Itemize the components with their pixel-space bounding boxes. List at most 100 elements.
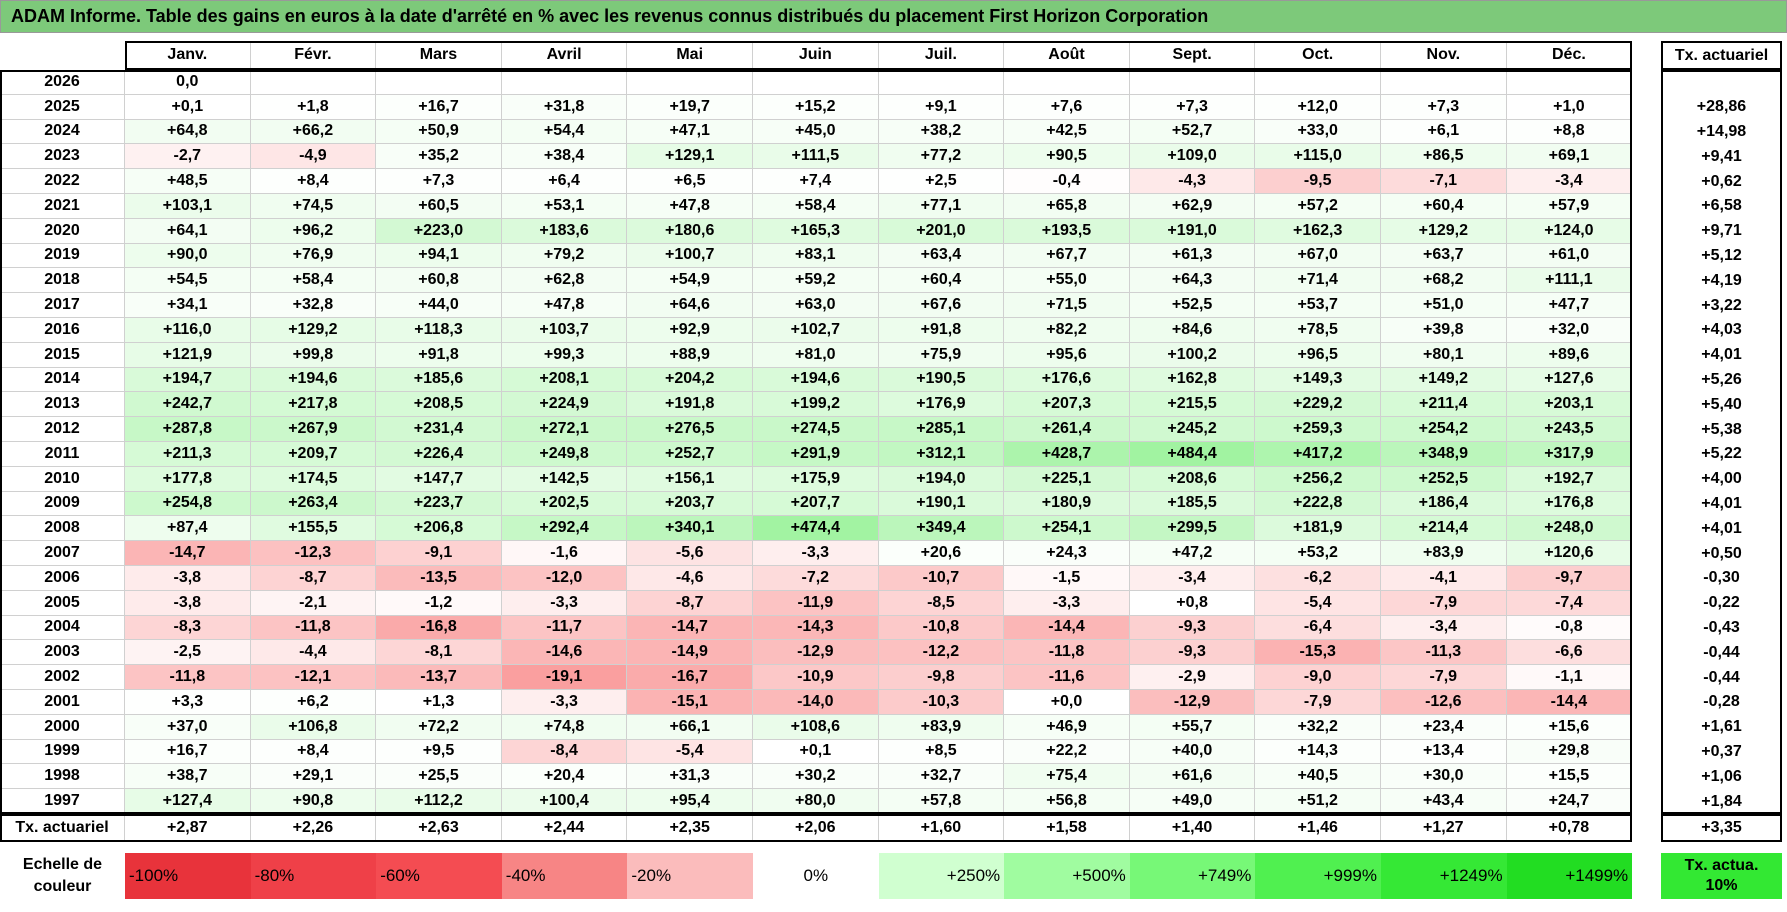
gain-cell: +40,5 (1255, 764, 1381, 790)
gain-cell: +60,4 (878, 268, 1005, 294)
gain-cell: +91,8 (376, 342, 502, 368)
gain-cell: -10,9 (753, 665, 879, 690)
gain-cell: +80,0 (753, 789, 879, 814)
gain-cell: +147,7 (376, 466, 502, 492)
gain-cell: +203,1 (1506, 392, 1633, 418)
total-cell: +4,00 (1701, 470, 1742, 488)
gain-cell: +317,9 (1506, 442, 1633, 467)
gain-cell: +194,6 (753, 367, 879, 393)
gain-cell: -11,8 (250, 615, 377, 641)
gain-cell: +112,2 (376, 789, 502, 814)
gain-cell: +484,4 (1129, 442, 1256, 467)
gain-cell: -9,8 (878, 665, 1005, 690)
gain-cell: +52,7 (1129, 119, 1256, 145)
gain-cell: +299,5 (1129, 516, 1256, 542)
gain-cell: +81,0 (753, 342, 879, 368)
legend-swatch: +1249% (1381, 853, 1507, 899)
empty-cell (1255, 70, 1381, 95)
gain-cell: +60,4 (1381, 194, 1507, 219)
year-label: 2016 (0, 318, 125, 343)
gain-cell: +267,9 (250, 417, 377, 442)
footer-cell: +1,46 (1255, 814, 1381, 842)
total-cell: +1,06 (1701, 767, 1742, 785)
gain-cell: -8,7 (250, 566, 377, 591)
gain-cell: +58,4 (753, 194, 879, 219)
gain-cell: +87,4 (125, 516, 251, 542)
gain-cell: +183,6 (501, 218, 628, 244)
gain-cell: -11,7 (501, 615, 628, 641)
gain-cell: +83,9 (1381, 541, 1507, 566)
gain-cell: +89,6 (1506, 342, 1633, 368)
gain-cell: +58,4 (250, 268, 377, 294)
gain-cell: -4,9 (250, 144, 377, 170)
footer-label: Tx. actuariel (0, 814, 125, 842)
gain-cell: +165,3 (753, 218, 879, 244)
gain-cell: +53,7 (1255, 293, 1381, 318)
gain-cell: +35,2 (376, 144, 502, 170)
gain-cell: +9,5 (376, 739, 502, 765)
gain-cell: +15,6 (1506, 714, 1633, 740)
footer-cell: +2,87 (125, 814, 251, 842)
gain-cell: +72,2 (376, 714, 502, 740)
gain-cell: -6,4 (1255, 615, 1381, 641)
gain-cell: +1,3 (376, 690, 502, 715)
gain-cell: +9,1 (878, 94, 1005, 120)
gain-cell: +180,6 (627, 218, 753, 244)
gain-cell: -8,4 (501, 739, 628, 765)
year-label: 2006 (0, 566, 125, 591)
title-bar: ADAM Informe. Table des gains en euros à… (0, 0, 1787, 33)
gain-cell: +74,8 (501, 714, 628, 740)
legend-swatch: +999% (1255, 853, 1381, 899)
gain-cell: +211,3 (125, 442, 251, 467)
gain-cell: +109,0 (1129, 144, 1256, 170)
gain-cell: -7,9 (1381, 665, 1507, 690)
gain-cell: +42,5 (1004, 119, 1130, 145)
legend-swatch: 0% (753, 853, 879, 899)
gain-cell: -5,6 (627, 541, 753, 566)
empty-cell (250, 70, 377, 95)
legend-swatch: -60% (376, 853, 502, 899)
gain-cell: +175,9 (753, 466, 879, 492)
gain-cell: -15,1 (627, 690, 753, 715)
gain-cell: -14,4 (1004, 615, 1130, 641)
total-cell: +1,84 (1701, 792, 1742, 810)
gain-cell: -11,8 (1004, 640, 1130, 666)
gain-cell: +24,7 (1506, 789, 1633, 814)
total-cell: +4,03 (1701, 321, 1742, 339)
footer-cell: +1,60 (878, 814, 1005, 842)
gain-cell: +20,4 (501, 764, 628, 790)
gain-cell: +348,9 (1381, 442, 1507, 467)
gain-cell: -4,3 (1129, 169, 1256, 194)
gain-cell: +186,4 (1381, 491, 1507, 517)
gain-cell: +224,9 (501, 392, 628, 418)
gain-cell: +6,4 (501, 169, 628, 194)
legend-swatch: -100% (125, 853, 251, 899)
gain-cell: +30,2 (753, 764, 879, 790)
gain-cell: -13,5 (376, 566, 502, 591)
gain-cell: +95,4 (627, 789, 753, 814)
total-cell: +6,58 (1701, 197, 1742, 215)
month-header: Sept. (1129, 41, 1256, 70)
gain-cell: -7,1 (1381, 169, 1507, 194)
gain-cell: -12,1 (250, 665, 377, 690)
gain-cell: +38,4 (501, 144, 628, 170)
gain-cell: +242,7 (125, 392, 251, 418)
gain-cell: +231,4 (376, 417, 502, 442)
gain-cell: +57,2 (1255, 194, 1381, 219)
gain-cell: +155,5 (250, 516, 377, 542)
gain-cell: +16,7 (125, 739, 251, 765)
gain-cell: +38,2 (878, 119, 1005, 145)
gain-cell: +120,6 (1506, 541, 1633, 566)
gain-cell: +66,2 (250, 119, 377, 145)
gain-cell: +118,3 (376, 318, 502, 343)
gain-cell: +90,0 (125, 243, 251, 269)
gain-cell: +256,2 (1255, 466, 1381, 492)
gain-cell: +65,8 (1004, 194, 1130, 219)
gain-cell: -2,1 (250, 590, 377, 616)
footer-cell: +1,58 (1004, 814, 1130, 842)
gain-cell: +31,8 (501, 94, 628, 120)
gain-cell: +191,8 (627, 392, 753, 418)
gain-cell: +285,1 (878, 417, 1005, 442)
gain-cell: +32,7 (878, 764, 1005, 790)
